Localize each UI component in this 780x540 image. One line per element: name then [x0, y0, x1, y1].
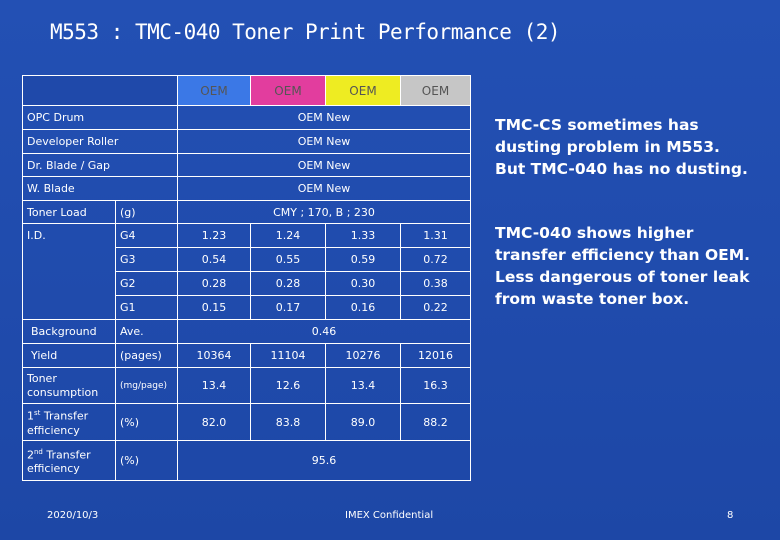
- table-cell: 0.22: [400, 295, 471, 320]
- footer-date: 2020/10/3: [47, 510, 99, 521]
- table-cell: 13.4: [325, 367, 401, 404]
- table-cell: OEM New: [177, 105, 471, 130]
- table-row: Background Ave. 0.46: [22, 319, 471, 344]
- element: Transfer efficiency: [27, 448, 91, 476]
- table-cell: 0.30: [325, 271, 401, 296]
- table-cell: 1.31: [400, 223, 471, 248]
- table-cell: 11104: [250, 343, 326, 368]
- table-cell: (mg/page): [115, 367, 178, 404]
- table-cell: 88.2: [400, 403, 471, 441]
- table-cell: CMY ; 170, B ; 230: [177, 200, 471, 224]
- table-cell: (%): [115, 403, 178, 441]
- table-row: Toner consumption (mg/page) 13.4 12.6 13.4 16…: [22, 367, 471, 404]
- table-cell: 0.16: [325, 295, 401, 320]
- note-line: TMC-040 shows higher: [495, 224, 694, 242]
- table-row: W. Blade OEM New: [22, 176, 471, 201]
- table-cell: Background: [22, 319, 116, 344]
- table-cell: 12.6: [250, 367, 326, 404]
- table-cell: 10276: [325, 343, 401, 368]
- table-cell: 12016: [400, 343, 471, 368]
- table-cell: 0.59: [325, 247, 401, 272]
- note-line: from waste toner box.: [495, 290, 690, 308]
- table-row: 1st Transfer efficiency (%) 82.0 83.8 89.0 88…: [22, 403, 471, 441]
- slide-title: M553 : TMC-040 Toner Print Performance (…: [50, 20, 561, 44]
- table-cell: OEM New: [177, 176, 471, 201]
- table-cell: 1.33: [325, 223, 401, 248]
- table-cell: OPC Drum: [22, 105, 178, 130]
- table-row: G2 0.28 0.28 0.30 0.38: [23, 271, 471, 296]
- table-cell: 95.6: [177, 440, 471, 481]
- table-cell: G4: [115, 223, 178, 248]
- note-line: But TMC-040 has no dusting.: [495, 160, 748, 178]
- table-cell: Developer Roller: [22, 129, 178, 154]
- note-line: TMC-CS sometimes has: [495, 116, 699, 134]
- table-cell: 82.0: [177, 403, 251, 441]
- table-row: 2nd Transfer efficiency (%) 95.6: [22, 440, 471, 481]
- superscript: nd: [34, 447, 43, 456]
- note-line: Less dangerous of toner leak: [495, 268, 750, 286]
- table-cell: 16.3: [400, 367, 471, 404]
- table-row: OPC Drum OEM New: [22, 105, 471, 130]
- table-cell: G1: [115, 295, 178, 320]
- table-cell: G2: [115, 271, 178, 296]
- table-cell: Toner consumption: [22, 367, 116, 404]
- table-cell: OEM: [250, 75, 326, 106]
- table-cell: Dr. Blade / Gap: [22, 153, 178, 177]
- table-cell: I.D.: [22, 223, 116, 320]
- table-cell: (%): [115, 440, 178, 481]
- table-cell: 10364: [177, 343, 251, 368]
- table-cell: 0.17: [250, 295, 326, 320]
- table-cell: OEM New: [177, 129, 471, 154]
- table-cell: [22, 75, 178, 106]
- table-cell: (pages): [115, 343, 178, 368]
- table-cell: 0.72: [400, 247, 471, 272]
- table-cell: 89.0: [325, 403, 401, 441]
- note: TMC-CS sometimes has dusting problem in M…: [495, 114, 748, 180]
- table-cell: 83.8: [250, 403, 326, 441]
- footer-confidential: IMEX Confidential: [345, 510, 434, 521]
- table-cell: 0.15: [177, 295, 251, 320]
- table-row: Dr. Blade / Gap OEM New: [22, 153, 471, 177]
- table-row: G1 0.15 0.17 0.16 0.22: [23, 295, 471, 320]
- table-cell: 0.28: [250, 271, 326, 296]
- note: TMC-040 shows higher transfer efficiency …: [495, 222, 750, 310]
- table-cell: 0.55: [250, 247, 326, 272]
- table-cell: 0.38: [400, 271, 471, 296]
- table-cell: OEM: [177, 75, 251, 106]
- table-cell: W. Blade: [22, 176, 178, 201]
- table-cell: 0.54: [177, 247, 251, 272]
- table-cell: 1.24: [250, 223, 326, 248]
- note-line: transfer efficiency than OEM.: [495, 246, 751, 264]
- table-cell: 0.28: [177, 271, 251, 296]
- table-cell: (g): [115, 200, 178, 224]
- table-cell: Toner Load: [22, 200, 116, 224]
- table-cell: 0.46: [177, 319, 471, 344]
- table-cell: OEM New: [177, 153, 471, 177]
- table-cell: 13.4: [177, 367, 251, 404]
- superscript: st: [34, 409, 41, 418]
- table-cell: 2nd Transfer efficiency: [22, 440, 116, 481]
- table-cell: Ave.: [115, 319, 178, 344]
- table-cell: 1st Transfer efficiency: [22, 403, 116, 441]
- table-cell: OEM: [325, 75, 401, 106]
- table-row: OEM OEM OEM OEM: [22, 75, 471, 106]
- element: 2: [27, 448, 34, 462]
- note-line: dusting problem in M553.: [495, 138, 720, 156]
- table-row: Yield (pages) 10364 11104 10276 12016: [22, 343, 471, 368]
- table-row: I.D. G4 1.23 1.24 1.33 1.31: [22, 223, 471, 320]
- table-cell: G3: [115, 247, 178, 272]
- table-cell: OEM: [400, 75, 471, 106]
- element: Transfer efficiency: [27, 409, 89, 437]
- table-row: G3 0.54 0.55 0.59 0.72: [23, 247, 471, 272]
- table-cell: 1.23: [177, 223, 251, 248]
- table-row: Developer Roller OEM New: [22, 129, 471, 154]
- performance-table: OEM OEM OEM OEM OPC Drum OEM New Develope…: [22, 75, 471, 481]
- element: 1: [27, 409, 34, 423]
- table-cell: Yield: [22, 343, 116, 368]
- element: OEM OEM OEM OEM OPC Drum OEM New Develope…: [22, 75, 471, 481]
- table-row: Toner Load (g) CMY ; 170, B ; 230: [22, 200, 471, 224]
- page-number: 8: [727, 510, 734, 521]
